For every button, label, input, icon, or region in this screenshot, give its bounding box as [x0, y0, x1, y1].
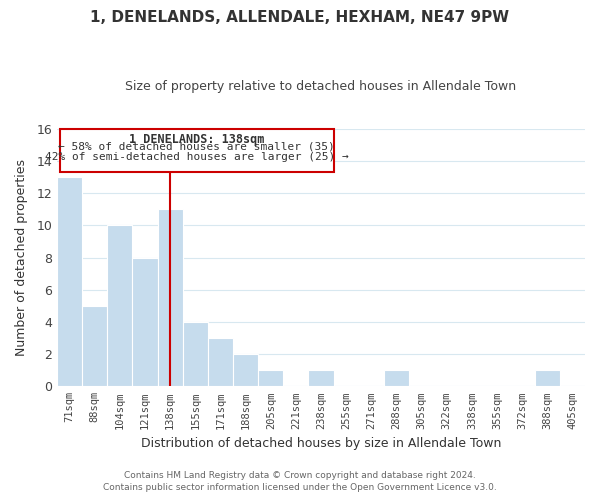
Bar	[233, 354, 258, 386]
Title: Size of property relative to detached houses in Allendale Town: Size of property relative to detached ho…	[125, 80, 517, 93]
Bar	[208, 338, 233, 386]
Bar	[82, 306, 107, 386]
X-axis label: Distribution of detached houses by size in Allendale Town: Distribution of detached houses by size …	[141, 437, 501, 450]
Bar	[258, 370, 283, 386]
Bar	[308, 370, 334, 386]
Bar	[57, 177, 82, 386]
Bar	[183, 322, 208, 386]
Text: 1, DENELANDS, ALLENDALE, HEXHAM, NE47 9PW: 1, DENELANDS, ALLENDALE, HEXHAM, NE47 9P…	[91, 10, 509, 25]
Bar	[158, 210, 183, 386]
Bar	[384, 370, 409, 386]
FancyBboxPatch shape	[59, 129, 334, 172]
Text: 42% of semi-detached houses are larger (25) →: 42% of semi-detached houses are larger (…	[45, 152, 349, 162]
Bar	[107, 226, 133, 386]
Y-axis label: Number of detached properties: Number of detached properties	[15, 159, 28, 356]
Text: ← 58% of detached houses are smaller (35): ← 58% of detached houses are smaller (35…	[58, 142, 335, 152]
Bar	[535, 370, 560, 386]
Bar	[133, 258, 158, 386]
Text: Contains HM Land Registry data © Crown copyright and database right 2024.
Contai: Contains HM Land Registry data © Crown c…	[103, 471, 497, 492]
Text: 1 DENELANDS: 138sqm: 1 DENELANDS: 138sqm	[129, 133, 264, 146]
